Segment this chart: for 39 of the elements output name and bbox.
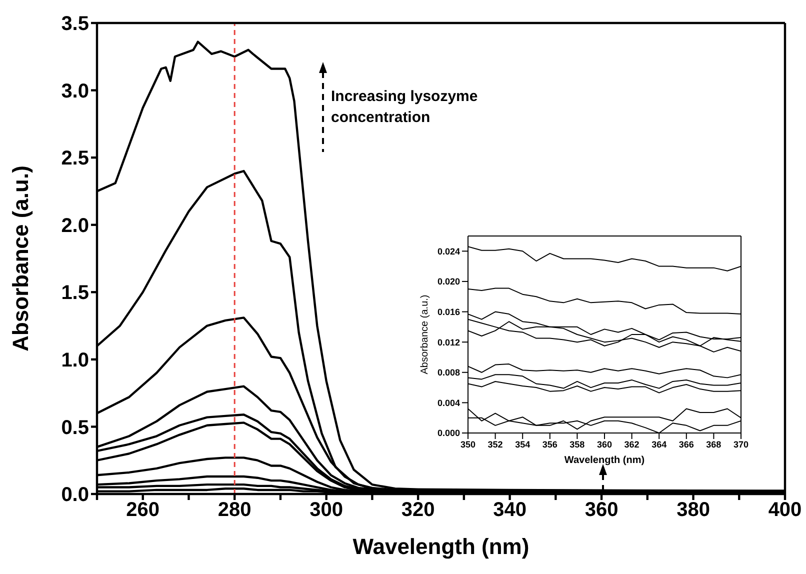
- y-axis-title: Absorbance (a.u.): [420, 294, 431, 374]
- annotation: Increasing lysozyme concentration: [331, 87, 479, 128]
- x-tick-label: 352: [488, 439, 503, 450]
- y-tick-label: 1.0: [61, 350, 89, 372]
- y-tick-label: 3.5: [61, 13, 89, 36]
- y-tick-label: 0.5: [61, 416, 89, 439]
- y-tick-label: 0.016: [437, 306, 460, 317]
- y-axis-title: Absorbance (a.u.): [8, 166, 33, 352]
- x-tick-label: 358: [570, 439, 585, 450]
- y-tick-label: 2.5: [61, 148, 89, 170]
- x-axis-title: Wavelength (nm): [564, 455, 645, 466]
- x-tick-label: 356: [542, 439, 558, 450]
- y-tick-label: 0.0: [61, 484, 89, 506]
- x-tick-label: 380: [676, 499, 710, 522]
- x-tick-label: 354: [515, 439, 530, 450]
- x-tick-label: 362: [624, 439, 640, 450]
- x-axis-title: Wavelength (nm): [352, 534, 530, 559]
- y-tick-label: 1.5: [61, 282, 89, 304]
- x-tick-label: 400: [768, 499, 802, 522]
- y-tick-label: 0.000: [437, 428, 460, 438]
- y-tick-label: 0.008: [437, 368, 460, 378]
- x-tick-label: 360: [584, 499, 618, 522]
- y-tick-label: 0.020: [437, 276, 460, 287]
- x-tick-label: 364: [652, 439, 667, 450]
- x-tick-label: 360: [596, 439, 612, 450]
- x-tick-label: 368: [706, 439, 722, 450]
- x-tick-label: 320: [401, 499, 435, 522]
- y-tick-label: 0.024: [437, 246, 460, 256]
- x-tick-label: 370: [733, 439, 749, 450]
- y-tick-label: 0.004: [437, 398, 460, 408]
- x-tick-label: 366: [678, 439, 694, 450]
- x-tick-label: 280: [218, 499, 252, 522]
- x-tick-label: 350: [460, 439, 476, 450]
- y-tick-label: 2.0: [61, 214, 89, 237]
- y-tick-label: 0.012: [437, 337, 460, 348]
- x-tick-label: 260: [126, 499, 160, 522]
- x-tick-label: 340: [493, 499, 526, 522]
- x-tick-label: 300: [310, 499, 344, 522]
- y-tick-label: 3.0: [61, 80, 89, 102]
